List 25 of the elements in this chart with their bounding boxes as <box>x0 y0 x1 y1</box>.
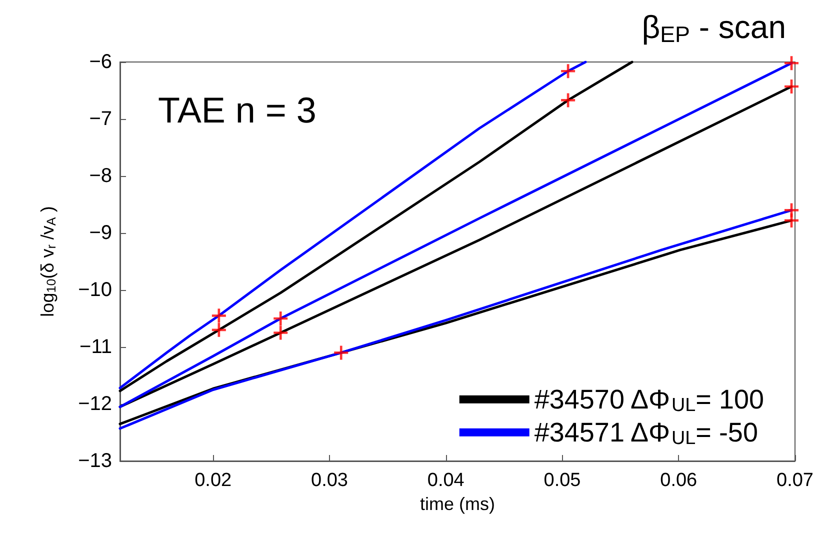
x-tick-label: 0.04 <box>427 470 465 491</box>
y-tick-label: −6 <box>89 51 112 73</box>
x-tick-label: 0.02 <box>194 470 232 491</box>
y-tick-label: −8 <box>89 165 112 187</box>
y-tick-label: −9 <box>89 222 112 244</box>
point <box>212 308 226 323</box>
annotation: TAE n = 3 <box>158 90 316 130</box>
x-tick-label: 0.05 <box>544 470 581 491</box>
point <box>334 346 348 360</box>
y-tick-label: −10 <box>78 279 112 301</box>
y-tick-label: −11 <box>80 336 112 358</box>
x-tick-label: 0.03 <box>310 470 348 491</box>
x-axis-title: time (ms) <box>420 494 495 514</box>
x-tick-label: 0.06 <box>660 470 698 491</box>
point <box>274 312 288 326</box>
point <box>212 322 226 337</box>
point <box>561 64 576 78</box>
point <box>561 93 576 108</box>
x-tick-label: 0.07 <box>776 470 814 491</box>
y-tick-label: −13 <box>78 450 112 472</box>
y-tick-label: −7 <box>89 108 112 130</box>
y-axis-title: log10(δ vr /vA ) <box>37 206 58 317</box>
y-tick-label: −12 <box>78 393 112 415</box>
point <box>784 56 799 70</box>
point <box>274 326 288 340</box>
